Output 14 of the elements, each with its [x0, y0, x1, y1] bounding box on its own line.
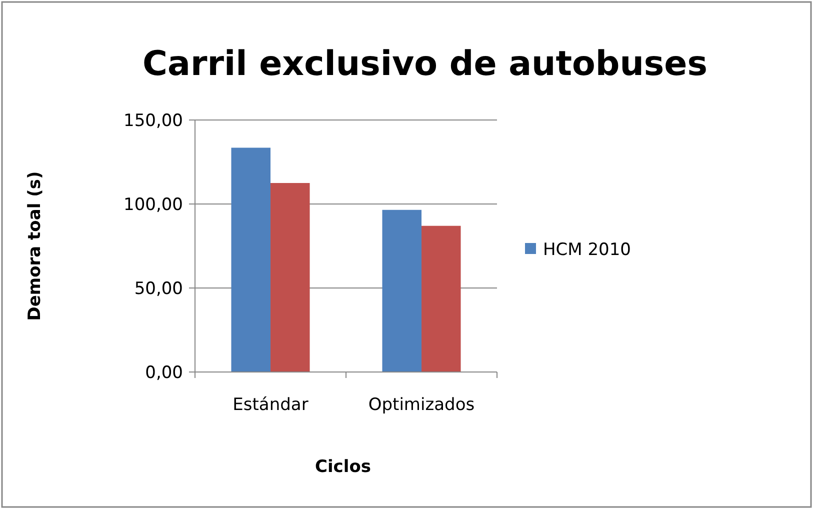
- chart-title: Carril exclusivo de autobuses: [142, 44, 708, 84]
- y-tick-label: 100,00: [124, 194, 183, 215]
- legend-label: HCM 2010: [543, 240, 631, 260]
- x-tick-label: Optimizados: [368, 395, 475, 415]
- y-tick-label: 50,00: [134, 278, 183, 299]
- bar: [270, 183, 310, 372]
- bar: [382, 210, 422, 372]
- bar: [231, 148, 270, 372]
- x-axis-title: Ciclos: [314, 457, 372, 477]
- y-axis-title: Demora toal (s): [25, 171, 45, 321]
- bar: [422, 226, 461, 372]
- y-tick-label: 150,00: [124, 110, 183, 131]
- y-tick-label: 0,00: [145, 362, 183, 383]
- x-tick-label: Estándar: [232, 395, 308, 415]
